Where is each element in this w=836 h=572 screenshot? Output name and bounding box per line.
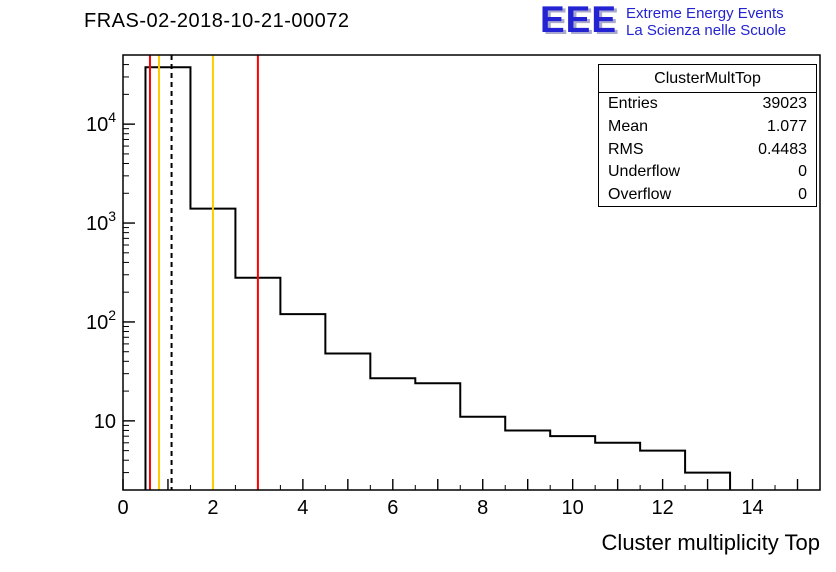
stats-row-overflow: Overflow 0 xyxy=(599,184,816,207)
y-tick-label: 104 xyxy=(86,109,116,136)
y-tick-label: 10 xyxy=(94,411,116,433)
x-tick-label: 0 xyxy=(117,497,128,519)
eee-logo-text: Extreme Energy Events La Scienza nelle S… xyxy=(626,5,786,39)
stats-label: Entries xyxy=(608,95,658,112)
stats-title: ClusterMultTop xyxy=(599,65,816,93)
logo-line1: Extreme Energy Events xyxy=(626,5,784,22)
histogram-line xyxy=(144,66,732,490)
stats-label: RMS xyxy=(608,140,644,158)
x-axis-title: Cluster multiplicity Top xyxy=(601,530,820,555)
eee-logo-acronym: EEE xyxy=(540,0,618,40)
stats-value: 0 xyxy=(798,186,807,204)
page-title: FRAS-02-2018-10-21-00072 xyxy=(84,10,350,32)
stats-value: 1.077 xyxy=(766,117,807,135)
y-tick-label: 103 xyxy=(86,208,116,235)
x-tick-label: 12 xyxy=(651,497,673,519)
plot-frame xyxy=(122,54,821,491)
stats-value: 39023 xyxy=(762,95,808,112)
stats-label: Overflow xyxy=(608,186,672,204)
stats-value: 0.4483 xyxy=(758,140,807,158)
x-tick-label: 8 xyxy=(477,497,488,519)
stats-row-mean: Mean 1.077 xyxy=(599,116,816,139)
stats-row-rms: RMS 0.4483 xyxy=(599,139,816,162)
x-tick-label: 14 xyxy=(741,497,763,519)
x-tick-label: 4 xyxy=(297,497,308,519)
stats-label: Underflow xyxy=(608,163,681,181)
stats-row-entries: Entries 39023 xyxy=(599,93,816,116)
x-tick-label: 10 xyxy=(562,497,584,519)
logo-line2: La Scienza nelle Scuole xyxy=(626,22,787,39)
stats-box: ClusterMultTop Entries 39023 Mean 1.077 … xyxy=(598,64,817,207)
stats-row-underflow: Underflow 0 xyxy=(599,161,816,184)
stats-label: Mean xyxy=(608,117,649,135)
x-tick-label: 6 xyxy=(387,497,398,519)
stats-value: 0 xyxy=(798,163,807,181)
y-tick-label: 102 xyxy=(86,307,116,334)
x-tick-label: 2 xyxy=(207,497,218,519)
eee-logo: EEE Extreme Energy Events La Scienza nel… xyxy=(540,0,786,40)
